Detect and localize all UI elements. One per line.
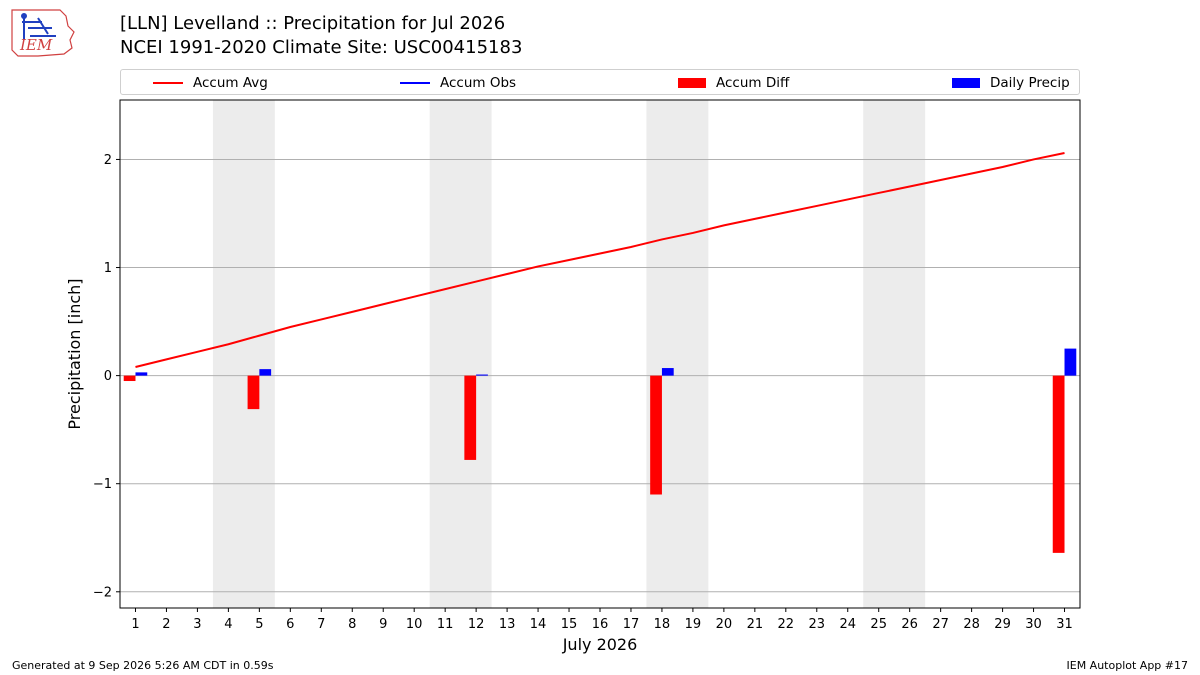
x-tick-label: 27	[932, 617, 949, 632]
daily-precip-bar	[661, 368, 674, 376]
legend-item-daily-precip: Daily Precip	[952, 74, 1070, 92]
x-tick-label: 10	[406, 617, 423, 632]
x-tick-label: 14	[530, 617, 547, 632]
x-tick-label: 12	[468, 617, 485, 632]
accum-diff-bar	[464, 375, 477, 460]
x-tick-label: 19	[685, 617, 702, 632]
y-tick-label: 2	[104, 153, 112, 168]
legend-swatch-daily-precip	[952, 78, 980, 88]
daily-precip-bar	[135, 372, 148, 376]
y-tick-label: −2	[93, 585, 112, 600]
x-tick-label: 28	[963, 617, 980, 632]
x-tick-label: 31	[1056, 617, 1073, 632]
legend-label-accum-diff: Accum Diff	[716, 75, 790, 91]
x-tick-label: 4	[224, 617, 232, 632]
footer-generated-text: Generated at 9 Sep 2026 5:26 AM CDT in 0…	[12, 659, 274, 672]
x-tick-label: 2	[162, 617, 170, 632]
legend-swatch-accum-avg	[153, 82, 183, 84]
legend: Accum Avg Accum Obs Accum Diff Daily Pre…	[120, 69, 1080, 95]
x-tick-label: 21	[747, 617, 764, 632]
y-tick-label: −1	[93, 477, 112, 492]
legend-swatch-accum-diff	[678, 78, 706, 88]
footer-app-text: IEM Autoplot App #17	[1066, 659, 1189, 672]
accum-diff-bar	[1052, 375, 1065, 553]
iem-logo: IEM	[11, 9, 75, 57]
y-tick-label: 1	[104, 261, 112, 276]
logo-text: IEM	[19, 36, 53, 54]
x-tick-label: 20	[716, 617, 733, 632]
accum-diff-bar	[123, 375, 136, 382]
x-tick-label: 30	[1025, 617, 1042, 632]
x-tick-label: 7	[317, 617, 325, 632]
weekend-shade-2	[429, 100, 492, 608]
legend-item-accum-avg: Accum Avg	[153, 74, 268, 92]
x-tick-label: 8	[348, 617, 356, 632]
x-tick-label: 23	[809, 617, 826, 632]
x-axis-label: July 2026	[562, 635, 638, 654]
legend-item-accum-obs: Accum Obs	[400, 74, 516, 92]
x-tick-label: 6	[286, 617, 294, 632]
legend-label-daily-precip: Daily Precip	[990, 75, 1070, 91]
accum-avg-line	[135, 151, 1065, 368]
x-tick-label: 26	[901, 617, 918, 632]
daily-precip-bar	[476, 374, 488, 376]
daily-precip-bar	[259, 369, 272, 376]
x-tick-label: 29	[994, 617, 1011, 632]
weekend-shade-1	[212, 100, 275, 608]
x-tick-label: 17	[623, 617, 640, 632]
x-tick-label: 15	[561, 617, 578, 632]
x-tick-label: 5	[255, 617, 263, 632]
legend-label-accum-avg: Accum Avg	[193, 75, 268, 91]
x-tick-label: 3	[193, 617, 201, 632]
legend-label-accum-obs: Accum Obs	[440, 75, 517, 91]
y-axis-label: Precipitation [inch]	[65, 278, 84, 429]
chart-title: [LLN] Levelland :: Precipitation for Jul…	[120, 13, 506, 34]
y-tick-label: 0	[104, 369, 112, 384]
daily-precip-bar	[1064, 348, 1077, 376]
accum-diff-bar	[247, 375, 260, 410]
x-tick-label: 24	[839, 617, 856, 632]
weekend-shade-3	[646, 100, 709, 608]
x-tick-label: 13	[499, 617, 516, 632]
legend-item-accum-diff: Accum Diff	[678, 74, 789, 92]
x-tick-label: 16	[592, 617, 609, 632]
x-tick-label: 18	[654, 617, 671, 632]
legend-swatch-accum-obs	[400, 82, 430, 84]
chart-subtitle: NCEI 1991-2020 Climate Site: USC00415183	[120, 37, 523, 58]
weekend-shade-4	[863, 100, 926, 608]
x-tick-label: 9	[379, 617, 387, 632]
x-tick-label: 11	[437, 617, 454, 632]
accum-diff-bar	[650, 375, 662, 495]
x-tick-label: 1	[131, 617, 139, 632]
x-tick-label: 22	[778, 617, 795, 632]
x-tick-label: 25	[870, 617, 887, 632]
